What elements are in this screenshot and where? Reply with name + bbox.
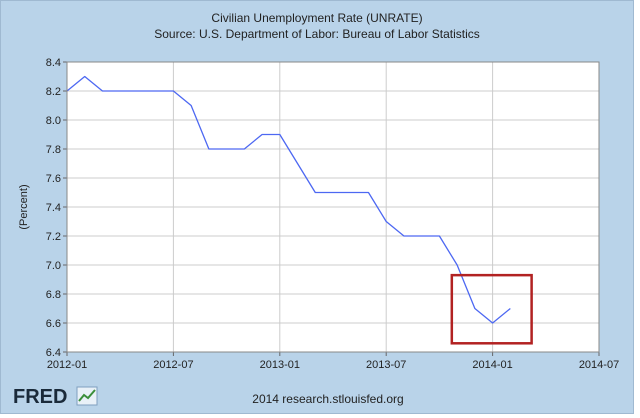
source-credit: 2014 research.stlouisfed.org [252, 392, 403, 406]
fred-logo: FRED [13, 386, 98, 408]
y-axis-label: (Percent) [18, 184, 30, 229]
series-line-unrate [66, 75, 511, 324]
chart-title: Civilian Unemployment Rate (UNRATE) [211, 11, 422, 25]
y-tick-label: 7.0 [46, 260, 61, 272]
unemployment-chart: Civilian Unemployment Rate (UNRATE) Sour… [13, 11, 619, 408]
y-tick-label: 8.0 [46, 115, 61, 127]
y-tick-label: 7.2 [46, 231, 61, 243]
x-tick-label: 2014-01 [472, 359, 512, 371]
y-tick-label: 6.6 [46, 318, 61, 330]
highlight-box [450, 273, 533, 345]
fred-logo-text: FRED [13, 386, 67, 408]
annotation-layer [450, 273, 533, 345]
x-tick-label: 2014-07 [579, 359, 619, 371]
plot-border [66, 61, 600, 353]
y-tick-label: 7.4 [46, 202, 61, 214]
x-tick-label: 2012-07 [153, 359, 193, 371]
x-tick-label: 2013-01 [260, 359, 300, 371]
x-tick-label: 2013-07 [366, 359, 406, 371]
y-tick-label: 7.6 [46, 173, 61, 185]
fred-logo-chart-icon [76, 386, 98, 406]
y-tick-label: 6.4 [46, 347, 61, 359]
chart-subtitle: Source: U.S. Department of Labor: Bureau… [154, 27, 480, 41]
y-tick-label: 8.4 [46, 57, 61, 69]
y-tick-label: 6.8 [46, 289, 61, 301]
series-layer [66, 75, 511, 324]
y-tick-label: 8.2 [46, 86, 61, 98]
y-axis-ticks: 6.4 6.6 6.8 7.0 7.2 7.4 7.6 7.8 8.0 8.2 8.4 [46, 57, 67, 359]
x-tick-label: 2012-01 [47, 359, 87, 371]
x-axis-ticks: 2012-01 2012-07 2013-01 2013-07 2014-01 2014-… [47, 352, 619, 371]
y-tick-label: 7.8 [46, 144, 61, 156]
